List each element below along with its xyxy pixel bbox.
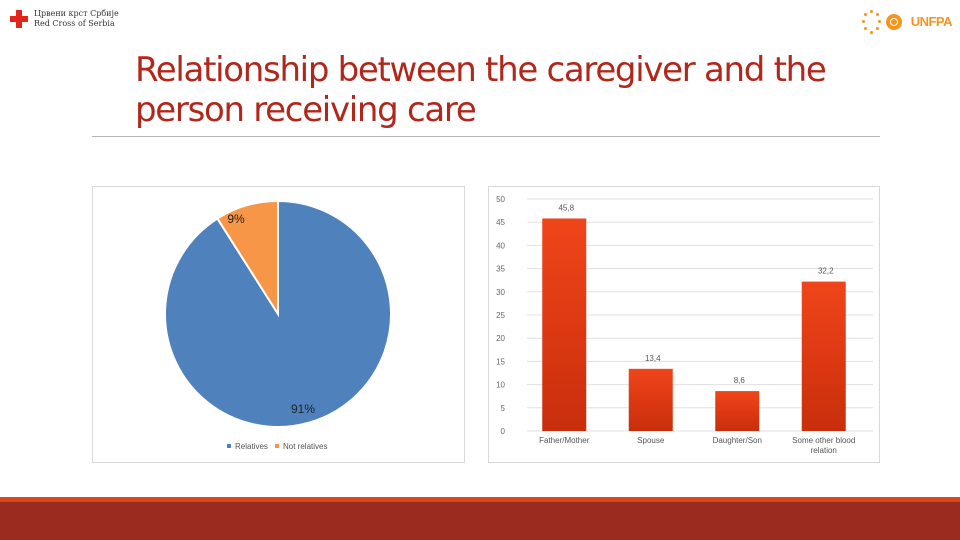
un-emblem-icon xyxy=(886,14,902,30)
red-cross-icon xyxy=(10,10,28,28)
bar-value-label: 45,8 xyxy=(558,203,574,212)
bar-value-label: 13,4 xyxy=(645,354,661,363)
red-cross-logo: Црвени крст Србије Red Cross of Serbia xyxy=(10,8,120,36)
footer-bar xyxy=(0,497,960,540)
pie-slice-not-relatives xyxy=(216,199,279,318)
unfpa-text: UNFPA xyxy=(910,14,953,29)
y-tick-label: 25 xyxy=(496,311,505,320)
legend-swatch xyxy=(275,444,279,448)
slide-title: Relationship between the caregiver and t… xyxy=(135,50,827,130)
title-divider xyxy=(92,136,880,137)
bar-value-label: 32,2 xyxy=(818,267,834,276)
y-tick-label: 0 xyxy=(501,427,506,436)
x-category-label: Some other blood relation xyxy=(792,436,855,455)
bar xyxy=(715,391,760,431)
red-cross-text: Црвени крст Србије Red Cross of Serbia xyxy=(34,9,119,29)
red-cross-line2: Red Cross of Serbia xyxy=(34,19,115,28)
footer-accent-line xyxy=(0,497,960,502)
y-tick-label: 35 xyxy=(496,265,505,274)
unfpa-logo: UNFPA xyxy=(862,8,953,38)
pie-data-label: 91% xyxy=(291,402,315,416)
y-tick-label: 5 xyxy=(501,404,506,413)
pie-chart-panel: 91% 9% Relatives Not relatives xyxy=(92,186,465,463)
x-category-label: Spouse xyxy=(637,436,665,445)
legend-entry: Relatives xyxy=(235,442,268,451)
legend-entry: Not relatives xyxy=(283,442,327,451)
bar-chart-panel: 0 5 10 15 20 25 30 35 40 45 50 45,8 13,4 8,6 32,2 Fat… xyxy=(488,186,880,463)
bar xyxy=(801,281,846,431)
x-category-label: Father/Mother xyxy=(539,436,590,445)
unfpa-dots-icon xyxy=(862,10,882,36)
y-tick-label: 20 xyxy=(496,334,505,343)
bar xyxy=(542,218,587,431)
y-tick-label: 30 xyxy=(496,288,505,297)
pie-data-label: 9% xyxy=(227,212,245,226)
bar-chart: 0 5 10 15 20 25 30 35 40 45 50 45,8 13,4 8,6 32,2 Fat… xyxy=(496,195,873,455)
y-tick-label: 45 xyxy=(496,218,505,227)
y-tick-label: 15 xyxy=(496,357,505,366)
legend-swatch xyxy=(227,444,231,448)
bar-value-label: 8,6 xyxy=(734,376,746,385)
y-tick-label: 40 xyxy=(496,241,505,250)
pie-chart: 91% 9% Relatives Not relatives xyxy=(164,199,392,451)
bar xyxy=(628,368,673,431)
x-category-label: Daughter/Son xyxy=(713,436,762,445)
red-cross-line1: Црвени крст Србије xyxy=(34,9,119,18)
y-tick-label: 50 xyxy=(496,195,505,204)
y-tick-label: 10 xyxy=(496,381,505,390)
